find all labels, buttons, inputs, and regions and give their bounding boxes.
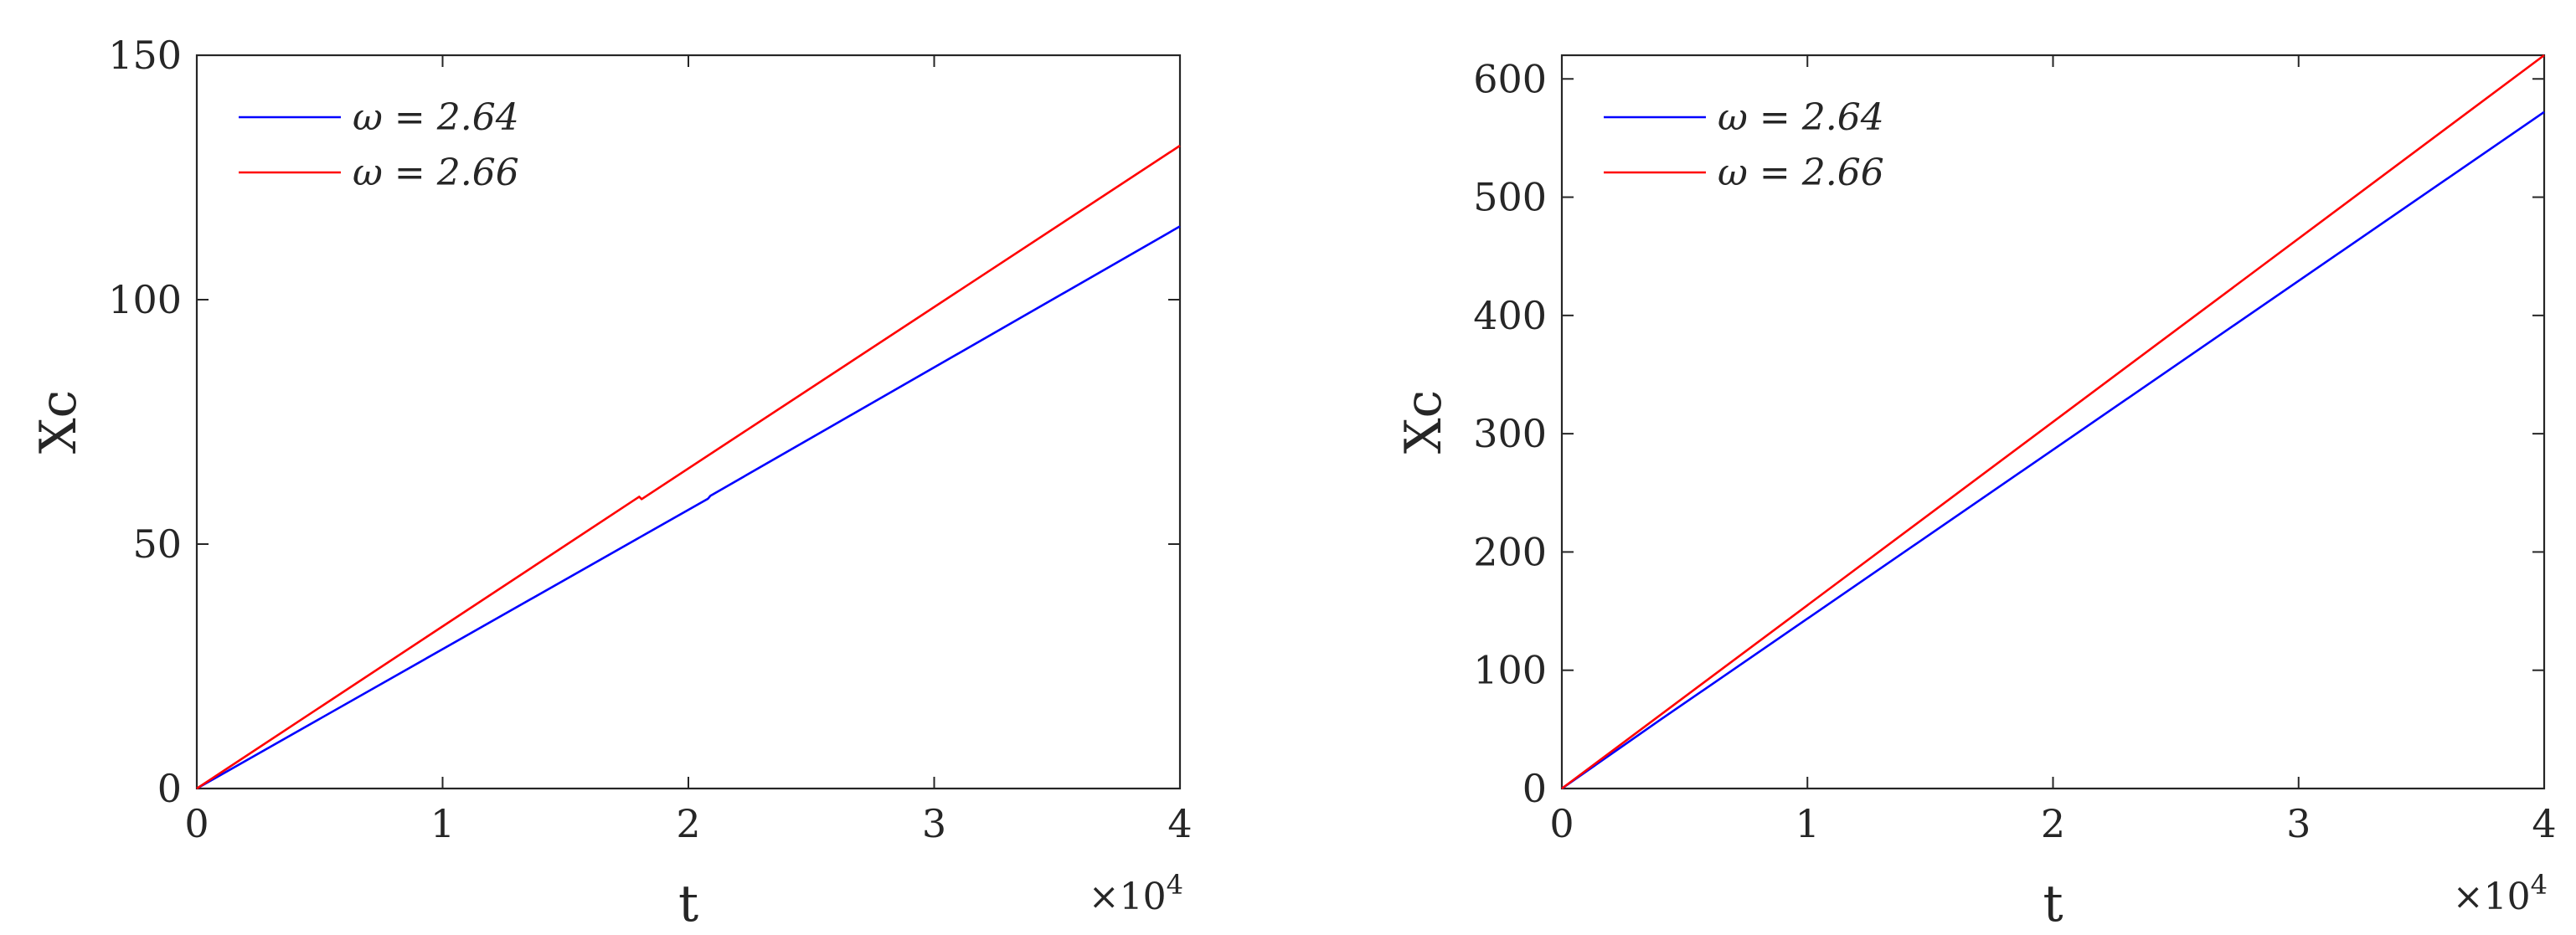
x-tick-label: 0 — [1549, 801, 1574, 846]
y-axis-label: Xc — [29, 390, 88, 454]
x-tick-label: 1 — [430, 801, 455, 846]
y-tick-label: 500 — [1473, 175, 1547, 220]
x-exponent-base: ×10 — [1089, 876, 1167, 918]
y-tick-label: 100 — [1473, 648, 1547, 693]
series-line-2 — [196, 144, 1181, 790]
legend-label-2: ω = 2.66 — [1718, 152, 1884, 194]
y-tick-label: 300 — [1473, 411, 1547, 456]
x-exponent-base: ×10 — [2453, 876, 2531, 918]
y-tick-label: 150 — [108, 33, 182, 78]
x-tick-label: 0 — [184, 801, 209, 846]
legend: ω = 2.64 ω = 2.66 — [1604, 96, 1884, 194]
x-exponent-label: ×104 — [2453, 869, 2548, 918]
legend: ω = 2.64 ω = 2.66 — [239, 96, 519, 194]
x-exponent-label: ×104 — [1089, 869, 1183, 918]
y-tick-label: 200 — [1473, 529, 1547, 574]
series-line-2 — [1561, 54, 2545, 790]
series-line-1 — [1561, 110, 2545, 790]
x-axis-label: t — [678, 875, 698, 933]
x-tick-label: 3 — [2286, 801, 2311, 846]
chart-1: 0 1 2 3 4 0 50 100 150 t Xc ×104 ω = 2.64 ω = 2.66 — [29, 33, 1193, 933]
x-tick-label: 3 — [922, 801, 946, 846]
x-tick-label: 4 — [1167, 801, 1192, 846]
y-tick-label: 600 — [1473, 56, 1547, 101]
y-tick-label: 100 — [108, 277, 182, 322]
x-exponent-power: 4 — [1167, 869, 1183, 901]
y-tick-label: 0 — [1522, 766, 1547, 811]
y-tick-label: 0 — [157, 766, 182, 811]
legend-label-2: ω = 2.66 — [353, 152, 519, 194]
y-tick-label: 50 — [132, 521, 182, 567]
y-tick-label: 400 — [1473, 293, 1547, 338]
legend-label-1: ω = 2.64 — [353, 96, 519, 139]
x-axis-label: t — [2043, 875, 2063, 933]
x-tick-label: 2 — [2041, 801, 2065, 846]
plot-area-frame — [195, 54, 1182, 790]
x-tick-label: 1 — [1795, 801, 1820, 846]
x-exponent-power: 4 — [2531, 869, 2548, 901]
x-tick-label: 4 — [2532, 801, 2556, 846]
series-line-1 — [196, 225, 1181, 790]
y-axis-label: Xc — [1394, 390, 1453, 454]
x-tick-label: 2 — [676, 801, 700, 846]
legend-label-1: ω = 2.64 — [1718, 96, 1884, 139]
